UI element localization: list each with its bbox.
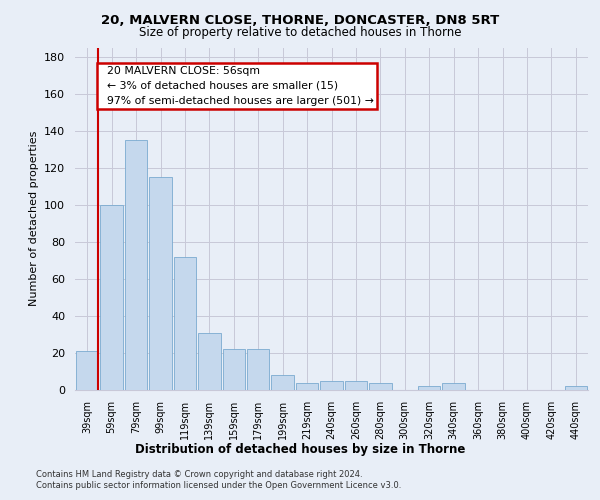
Bar [100,205,123,390]
Bar [369,382,392,390]
Bar [344,380,367,390]
Bar [247,350,269,390]
Bar [149,177,172,390]
Text: 20 MALVERN CLOSE: 56sqm
  ← 3% of detached houses are smaller (15)
  97% of semi: 20 MALVERN CLOSE: 56sqm ← 3% of detached… [100,66,374,106]
Text: Contains HM Land Registry data © Crown copyright and database right 2024.: Contains HM Land Registry data © Crown c… [36,470,362,479]
Bar [296,382,319,390]
Text: Contains public sector information licensed under the Open Government Licence v3: Contains public sector information licen… [36,481,401,490]
Bar [565,386,587,390]
Bar [320,380,343,390]
Text: Size of property relative to detached houses in Thorne: Size of property relative to detached ho… [139,26,461,39]
Bar [125,140,148,390]
Bar [198,332,221,390]
Bar [271,375,294,390]
Bar [76,351,98,390]
Bar [442,382,465,390]
Bar [418,386,440,390]
Text: 20, MALVERN CLOSE, THORNE, DONCASTER, DN8 5RT: 20, MALVERN CLOSE, THORNE, DONCASTER, DN… [101,14,499,27]
Text: Distribution of detached houses by size in Thorne: Distribution of detached houses by size … [135,442,465,456]
Y-axis label: Number of detached properties: Number of detached properties [29,131,38,306]
Bar [173,256,196,390]
Bar [223,350,245,390]
